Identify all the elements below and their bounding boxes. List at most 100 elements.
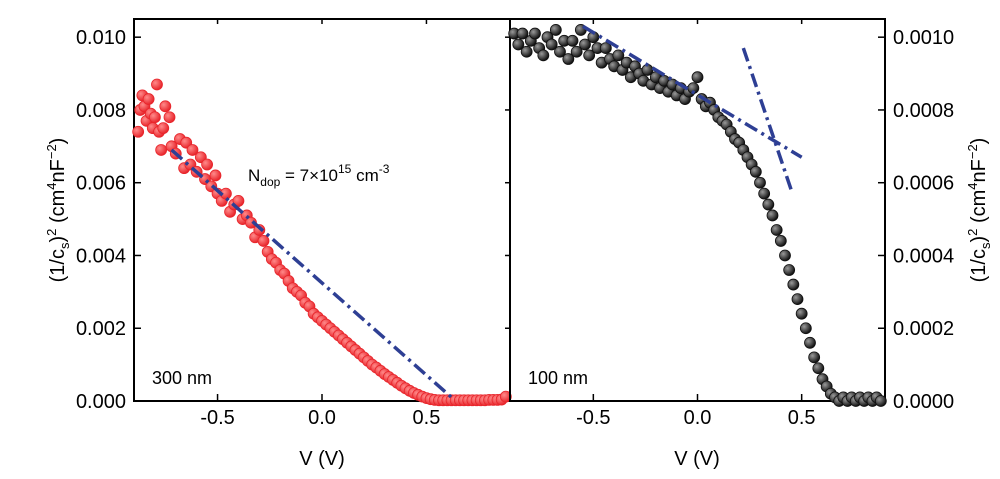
left-y-tick-label: 0.010 — [76, 27, 126, 49]
left-data-point — [155, 144, 168, 156]
left-y-tick-label: 0.002 — [76, 318, 126, 340]
left-y-tick-label: 0.008 — [76, 100, 126, 122]
doping-annotation: Ndop = 7×1015 cm-3 — [248, 162, 390, 189]
left-panel-label: 300 nm — [152, 368, 212, 388]
right-data-point — [762, 198, 775, 211]
ylabel-open: (1/c — [47, 249, 69, 282]
right-data-point — [583, 49, 596, 62]
right-data-point — [516, 27, 529, 40]
left-data-point — [186, 144, 199, 156]
right-data-point — [512, 38, 525, 51]
left-data-point — [201, 158, 214, 171]
left-x-tick-label: -0.5 — [200, 407, 234, 429]
right-panel: 0.0000 0.0002 0.0004 0.0006 0.0008 0.0010 -0.5… — [508, 18, 954, 429]
left-x-tick-label: 0.5 — [413, 407, 441, 429]
right-y-tick-label: 0.0010 — [893, 27, 954, 49]
right-x-tick-label: 0.0 — [684, 407, 712, 429]
right-y-tick-label: 0.0006 — [893, 173, 954, 195]
left-data-point — [148, 111, 161, 124]
right-data-point — [749, 165, 762, 178]
left-data-points — [132, 78, 512, 407]
right-data-point — [808, 351, 821, 364]
right-data-point — [812, 362, 825, 375]
ylabel-unit-mid: nF — [47, 159, 69, 182]
right-data-point — [549, 24, 562, 36]
right-data-point — [570, 45, 583, 58]
left-panel: 0.000 0.002 0.004 0.006 0.008 0.010 -0.5 0.0 0.5 — [76, 18, 512, 429]
left-data-point — [132, 125, 145, 138]
annotation-unit: cm — [351, 166, 378, 185]
right-panel-label: 100 nm — [528, 368, 588, 388]
ylabel-unit-close: ) — [968, 138, 990, 145]
left-y-tick-label: 0.000 — [76, 391, 126, 413]
left-data-point — [209, 169, 222, 182]
ylabel-unit-sup: 4 — [965, 182, 980, 189]
right-data-point — [766, 209, 779, 222]
left-data-point — [157, 122, 170, 135]
left-data-point — [159, 100, 172, 113]
right-y-tick-label: 0.0004 — [893, 245, 954, 267]
ylabel-sup: 2 — [44, 229, 59, 236]
left-y-tick-label: 0.006 — [76, 173, 126, 195]
ylabel-unit-sup2: −2 — [965, 144, 980, 159]
ylabel-sub: s — [978, 242, 993, 249]
right-data-point — [612, 49, 625, 62]
right-data-points — [508, 24, 887, 407]
left-y-axis-label: (1/cs)2 (cm4nF−2) — [44, 138, 72, 283]
ylabel-unit-close: ) — [47, 138, 69, 145]
left-x-axis-label: V (V) — [299, 448, 345, 470]
ylabel-unit-open: (cm — [968, 190, 990, 229]
left-data-point — [142, 93, 155, 105]
right-data-point — [787, 278, 800, 291]
annotation-eq: = 7×10 — [280, 166, 338, 185]
right-data-point — [520, 45, 533, 58]
ylabel-open: (1/c — [968, 249, 990, 282]
ylabel-unit-mid: nF — [968, 159, 990, 182]
ylabel-sub: s — [57, 242, 72, 249]
right-data-point — [770, 224, 783, 236]
right-data-point — [795, 307, 808, 320]
right-data-point — [537, 49, 550, 62]
right-data-point — [554, 45, 566, 58]
ylabel-close: ) — [47, 236, 69, 243]
right-y-tick-label: 0.0008 — [893, 100, 954, 122]
right-fit-line-2 — [741, 47, 793, 191]
right-x-tick-label: 0.5 — [788, 407, 816, 429]
right-y-tick-label: 0.0002 — [893, 318, 954, 340]
left-y-tick-label: 0.004 — [76, 245, 126, 267]
right-data-point — [566, 34, 579, 47]
right-y-axis-label: (1/cs)2 (cm4nF−2) — [965, 138, 993, 283]
right-data-point — [691, 71, 704, 84]
right-data-point — [599, 42, 612, 55]
ylabel-unit-sup: 4 — [44, 182, 59, 189]
left-x-tick-label: 0.0 — [308, 407, 336, 429]
right-data-point — [799, 322, 812, 335]
left-plot-frame — [133, 18, 511, 402]
right-y-tick-label: 0.0000 — [893, 391, 954, 413]
ylabel-close: ) — [968, 236, 990, 243]
right-data-point — [774, 235, 787, 247]
right-data-point — [783, 264, 796, 276]
left-data-point — [151, 78, 163, 91]
right-data-point — [579, 38, 591, 51]
right-fit-line-1 — [582, 24, 803, 159]
left-data-point — [257, 235, 270, 247]
right-data-point — [791, 293, 804, 306]
ylabel-unit-sup2: −2 — [44, 144, 59, 159]
left-fit-line-1 — [170, 148, 453, 399]
ylabel-unit-open: (cm — [47, 190, 69, 229]
right-data-point — [779, 249, 791, 262]
right-data-point — [562, 53, 575, 65]
ylabel-sup: 2 — [965, 229, 980, 236]
annotation-base: N — [248, 166, 260, 185]
annotation-sup: 15 — [338, 162, 352, 176]
right-data-point — [529, 27, 541, 40]
right-x-tick-label: -0.5 — [576, 407, 610, 429]
annotation-unit-sup: -3 — [379, 162, 390, 176]
right-data-point — [754, 176, 766, 189]
left-data-point — [232, 195, 245, 207]
annotation-sub: dop — [260, 175, 280, 189]
right-data-point — [758, 187, 771, 200]
